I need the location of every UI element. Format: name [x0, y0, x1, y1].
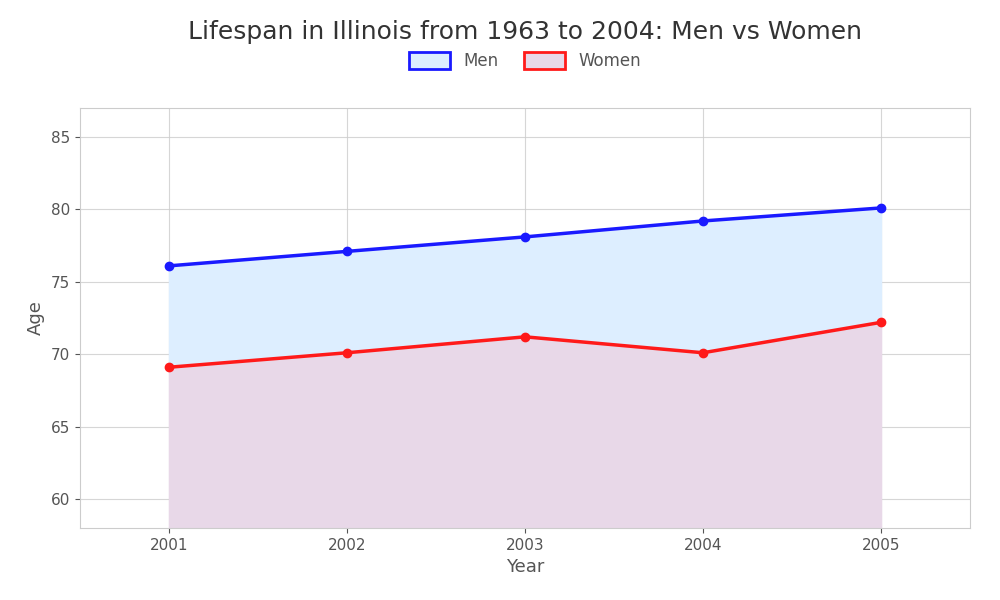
Legend: Men, Women: Men, Women — [402, 45, 648, 76]
Y-axis label: Age: Age — [27, 301, 45, 335]
X-axis label: Year: Year — [506, 558, 544, 576]
Title: Lifespan in Illinois from 1963 to 2004: Men vs Women: Lifespan in Illinois from 1963 to 2004: … — [188, 20, 862, 44]
